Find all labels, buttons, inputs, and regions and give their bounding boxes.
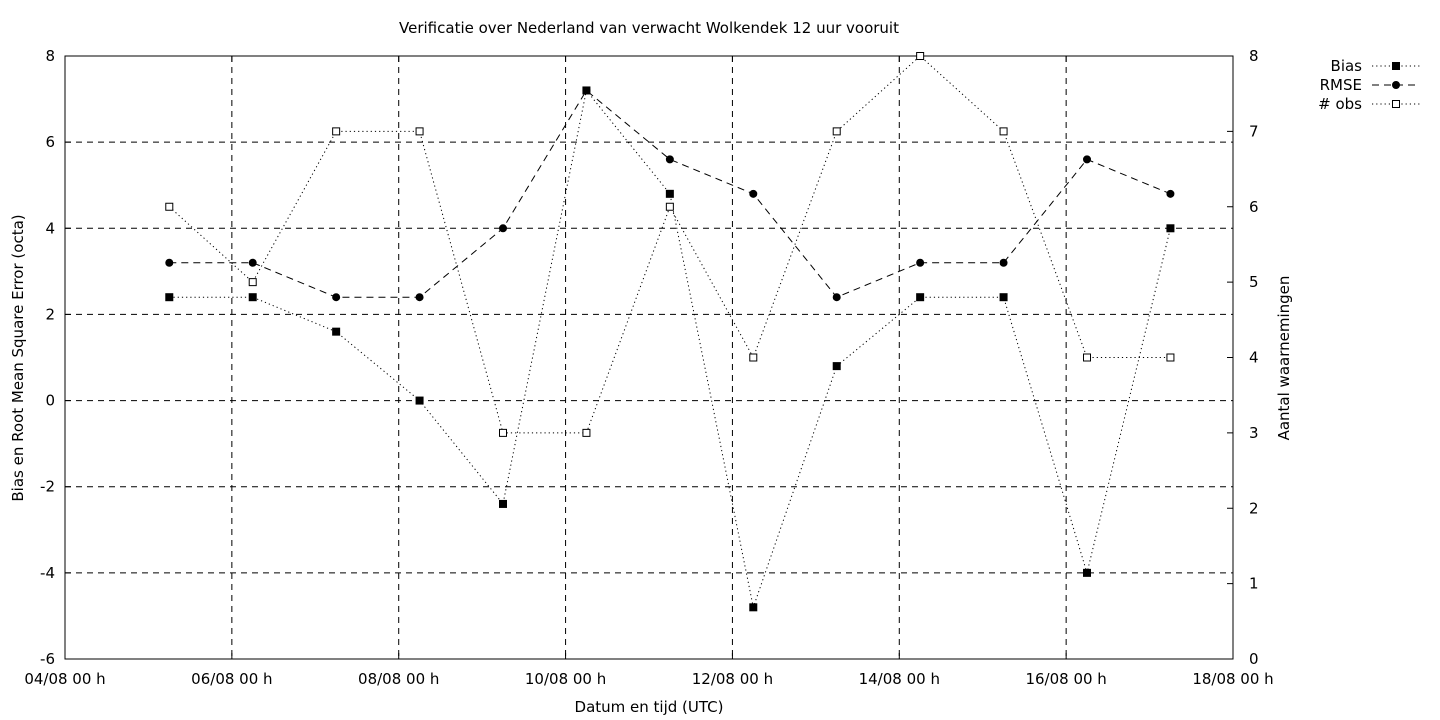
x-tick-label: 04/08 00 h [24, 670, 105, 688]
data-point-obs [832, 127, 841, 136]
y2-tick-label: 5 [1249, 273, 1259, 291]
data-point-rmse [1083, 155, 1091, 164]
data-point-rmse [332, 293, 341, 302]
grid [65, 56, 1233, 659]
legend-marker-obs [1392, 100, 1400, 108]
data-point-bias [832, 362, 841, 371]
series-rmse [165, 86, 1175, 302]
series-obs [165, 52, 1175, 437]
data-point-bias [499, 499, 507, 508]
y-tick-label: 6 [45, 133, 55, 151]
data-point-bias [999, 293, 1008, 302]
data-point-obs [582, 428, 591, 437]
x-tick-label: 10/08 00 h [525, 670, 606, 688]
data-point-obs [1083, 353, 1091, 362]
data-point-bias [1083, 568, 1091, 577]
legend-label-rmse: RMSE [1320, 76, 1362, 94]
data-point-rmse [499, 224, 507, 233]
y2-tick-label: 0 [1249, 650, 1259, 668]
data-point-obs [415, 127, 424, 136]
data-point-rmse [832, 293, 841, 302]
x-tick-label: 08/08 00 h [358, 670, 439, 688]
y-tick-label: 2 [45, 305, 55, 323]
legend-label-bias: Bias [1331, 57, 1363, 75]
data-point-rmse [165, 258, 174, 267]
x-tick-label: 06/08 00 h [191, 670, 272, 688]
x-tick-label: 12/08 00 h [692, 670, 773, 688]
series [165, 52, 1175, 612]
x-tick-label: 16/08 00 h [1025, 670, 1106, 688]
legend-label-obs: # obs [1318, 95, 1362, 113]
y-axis-label: Bias en Root Mean Square Error (octa) [9, 214, 27, 501]
data-point-bias [916, 293, 925, 302]
y-tick-label: 8 [45, 47, 55, 65]
data-point-obs [332, 127, 341, 136]
data-point-obs [165, 202, 174, 211]
y2-tick-label: 2 [1249, 499, 1259, 517]
data-point-bias [248, 293, 257, 302]
y-tick-label: -2 [40, 478, 55, 496]
data-point-bias [332, 327, 341, 336]
y2-tick-label: 3 [1249, 424, 1259, 442]
y-tick-label: -6 [40, 650, 55, 668]
data-point-rmse [1166, 189, 1175, 198]
x-axis-label: Datum en tijd (UTC) [575, 698, 724, 716]
y-tick-label: -4 [40, 564, 55, 582]
y2-tick-label: 8 [1249, 47, 1259, 65]
legend-marker-bias [1392, 62, 1400, 70]
data-point-rmse [916, 258, 925, 267]
y-tick-label: 0 [45, 392, 55, 410]
data-point-obs [916, 52, 925, 60]
data-point-bias [749, 603, 758, 612]
data-point-bias [1166, 224, 1175, 233]
y2-axis-label: Aantal waarnemingen [1275, 276, 1293, 441]
data-point-obs [749, 353, 758, 362]
x-tick-label: 14/08 00 h [859, 670, 940, 688]
data-point-bias [665, 189, 674, 198]
data-point-rmse [749, 189, 758, 198]
y2-tick-label: 7 [1249, 122, 1259, 140]
data-point-bias [165, 293, 174, 302]
data-point-obs [248, 278, 257, 287]
data-point-obs [665, 202, 674, 211]
data-point-rmse [415, 293, 424, 302]
data-point-rmse [248, 258, 257, 267]
y2-tick-label: 6 [1249, 198, 1259, 216]
data-point-obs [1166, 353, 1175, 362]
data-point-bias [415, 396, 424, 405]
y-tick-label: 4 [45, 219, 55, 237]
chart-title: Verificatie over Nederland van verwacht … [399, 19, 899, 37]
legend-marker-rmse [1392, 81, 1400, 89]
x-tick-label: 18/08 00 h [1192, 670, 1273, 688]
data-point-rmse [582, 86, 591, 95]
axis-ticks: 04/08 00 h 06/08 00 h 08/08 00 h 10/08 00 h… [24, 47, 1273, 688]
data-point-rmse [999, 258, 1008, 267]
y2-tick-label: 1 [1249, 575, 1259, 593]
data-point-rmse [665, 155, 674, 164]
data-point-obs [999, 127, 1008, 136]
data-point-obs [499, 428, 507, 437]
y2-tick-label: 4 [1249, 349, 1259, 367]
